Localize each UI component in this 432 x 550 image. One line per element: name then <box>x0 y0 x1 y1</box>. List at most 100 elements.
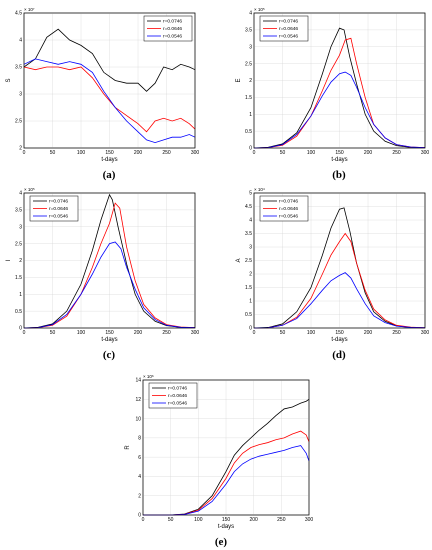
x-tick-label: 50 <box>280 330 286 336</box>
x-tick-label: 150 <box>105 150 114 156</box>
series-line-1 <box>23 193 196 329</box>
x-tick-label: 0 <box>23 330 26 336</box>
y-tick-label: 0 <box>138 513 141 519</box>
x-tick-label: 100 <box>77 330 86 336</box>
x-tick-label: 300 <box>421 330 430 336</box>
axes-frame <box>23 12 196 149</box>
legend-label-3: r=0.0546 <box>49 214 68 220</box>
axis-exponent: × 10⁵ <box>24 187 35 192</box>
x-tick-label: 300 <box>191 150 200 156</box>
legend-label-2: r=0.0646 <box>279 26 298 32</box>
x-tick-label: 300 <box>421 150 430 156</box>
x-tick-label: 50 <box>280 150 286 156</box>
y-tick-label: 1.5 <box>245 285 252 291</box>
y-tick-label: 0 <box>249 326 252 332</box>
series-line-1 <box>253 27 426 149</box>
x-tick-label: 150 <box>335 330 344 336</box>
y-tick-label: 1.5 <box>245 95 252 101</box>
y-tick-label: 4 <box>249 11 252 17</box>
panel-e: 0 50 100 150 200 250 300 0 2 4 6 8 10 12 14× 10⁶ t-days… <box>125 374 313 548</box>
panel-caption: (b) <box>332 169 346 181</box>
series-line-2 <box>253 232 426 329</box>
y-tick-label: 10 <box>135 416 141 422</box>
x-tick-label: 150 <box>222 517 231 523</box>
y-tick-label: 3.5 <box>15 65 22 71</box>
legend-label-1: r=0.0746 <box>49 199 68 205</box>
panel-d: 0 50 100 150 200 250 300 0 0.5 1 1.5 2 2.5 3 3.5 4 4.5 5×… <box>236 187 429 361</box>
series-line-1 <box>23 28 196 92</box>
series-line-3 <box>253 71 426 149</box>
legend-label-3: r=0.0546 <box>163 34 182 40</box>
series-line-3 <box>23 241 196 329</box>
legend-label-2: r=0.0646 <box>279 206 298 212</box>
y-tick-label: 1.5 <box>15 275 22 281</box>
x-tick-label: 300 <box>305 517 314 523</box>
series-line-3 <box>23 58 196 144</box>
legend-label-1: r=0.0746 <box>168 386 187 392</box>
x-tick-label: 100 <box>307 150 316 156</box>
x-axis-label: t-days <box>218 524 234 530</box>
series-line-2 <box>143 430 310 516</box>
axes-frame <box>142 379 310 516</box>
y-tick-label: 0 <box>19 326 22 332</box>
y-tick-label: 3 <box>19 224 22 230</box>
series-line-3 <box>253 272 426 329</box>
x-tick-label: 250 <box>162 330 171 336</box>
y-tick-label: 3 <box>249 245 252 251</box>
legend-label-3: r=0.0546 <box>279 214 298 220</box>
y-tick-label: 14 <box>135 378 141 384</box>
legend-label-1: r=0.0746 <box>279 199 298 205</box>
x-tick-label: 100 <box>194 517 203 523</box>
legend-label-1: r=0.0746 <box>279 19 298 25</box>
x-tick-label: 300 <box>191 330 200 336</box>
legend-label-2: r=0.0646 <box>168 393 187 399</box>
y-tick-label: 2.5 <box>245 61 252 67</box>
legend-box <box>143 15 193 42</box>
legend-label-2: r=0.0646 <box>49 206 68 212</box>
y-tick-label: 2 <box>249 78 252 84</box>
panel-caption: (c) <box>103 349 116 361</box>
x-tick-label: 0 <box>142 517 145 523</box>
x-axis-label: t-days <box>101 157 117 163</box>
y-tick-label: 0.5 <box>15 309 22 315</box>
x-tick-label: 250 <box>392 150 401 156</box>
y-tick-label: 2.5 <box>245 258 252 264</box>
axes-frame <box>253 192 426 329</box>
y-tick-label: 3.5 <box>245 231 252 237</box>
axes-frame <box>253 12 426 149</box>
axis-exponent: × 10⁶ <box>143 374 154 379</box>
axis-exponent: × 10⁵ <box>254 7 265 12</box>
y-tick-label: 1 <box>249 112 252 118</box>
y-tick-label: 6 <box>138 455 141 461</box>
x-tick-label: 200 <box>364 150 373 156</box>
y-tick-label: 5 <box>249 191 252 197</box>
x-tick-label: 150 <box>335 150 344 156</box>
x-tick-label: 0 <box>253 150 256 156</box>
x-tick-label: 100 <box>77 150 86 156</box>
panel-a: 0 50 100 150 200 250 300 2 2.5 3 3.5 4 4.5× 10⁷ t-day… <box>6 7 199 181</box>
x-tick-label: 200 <box>134 150 143 156</box>
y-tick-label: 4 <box>249 218 252 224</box>
y-tick-label: 8 <box>138 436 141 442</box>
y-tick-label: 4 <box>19 38 22 44</box>
series-line-2 <box>23 202 196 329</box>
y-axis-label: R <box>125 445 131 450</box>
panel-b: 0 50 100 150 200 250 300 0 0.5 1 1.5 2 2.5 3 3.5 4× 10⁵… <box>236 7 429 181</box>
y-axis-label: S <box>6 78 12 82</box>
x-axis-label: t-days <box>331 157 347 163</box>
y-tick-label: 3 <box>249 44 252 50</box>
y-tick-label: 3 <box>19 92 22 98</box>
y-tick-label: 12 <box>135 397 141 403</box>
y-tick-label: 2.5 <box>15 119 22 125</box>
y-tick-label: 4.5 <box>15 11 22 17</box>
x-tick-label: 200 <box>249 517 258 523</box>
legend-label-3: r=0.0546 <box>168 401 187 407</box>
legend-label-1: r=0.0746 <box>163 19 182 25</box>
series-line-1 <box>143 398 310 516</box>
x-tick-label: 200 <box>364 330 373 336</box>
x-tick-label: 0 <box>23 150 26 156</box>
series-line-2 <box>23 66 196 133</box>
